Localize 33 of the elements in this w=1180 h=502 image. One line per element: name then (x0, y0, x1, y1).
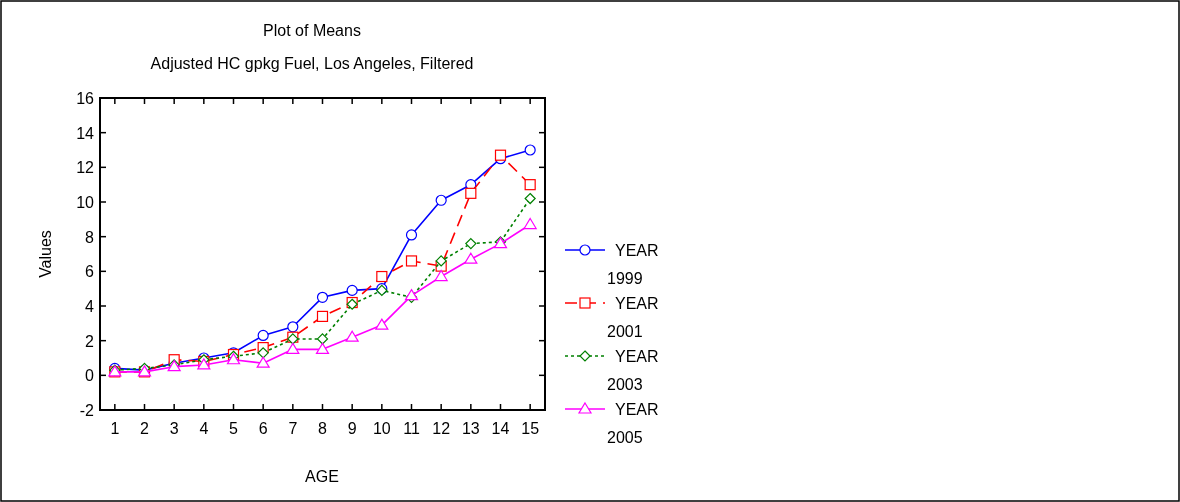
y-tick-label: 16 (76, 90, 95, 107)
x-tick-label: 7 (288, 420, 298, 437)
y-tick-label: 0 (85, 367, 95, 385)
x-tick-label: 6 (258, 420, 268, 437)
x-tick-label: 13 (461, 420, 480, 437)
y-tick-label: -2 (79, 402, 95, 419)
chart-subtitle: Adjusted HC gpkg Fuel, Los Angeles, Filtered (150, 55, 474, 72)
legend-label: YEAR 2001 (607, 295, 659, 340)
legend-label: YEAR 2005 (607, 401, 659, 446)
x-tick-label: 2 (140, 420, 150, 437)
x-tick-label: 3 (169, 420, 179, 437)
y-axis-title: Values (37, 230, 54, 278)
x-tick-label: 8 (318, 420, 328, 437)
legend-label: YEAR 1999 (607, 242, 659, 287)
chart-title: Plot of Means (263, 22, 361, 39)
x-tick-label: 4 (199, 420, 209, 437)
x-tick-label: 14 (491, 420, 510, 437)
y-tick-label: 6 (85, 263, 95, 281)
x-axis-title: AGE (305, 468, 339, 485)
x-tick-label: 12 (432, 420, 451, 437)
y-tick-label: 14 (76, 124, 95, 142)
y-tick-label: 2 (85, 332, 95, 350)
y-tick-label: 4 (85, 298, 95, 315)
legend-label: YEAR 2003 (607, 348, 659, 393)
x-tick-label: 11 (403, 420, 420, 437)
x-tick-label: 10 (372, 420, 391, 437)
y-tick-label: 12 (76, 159, 95, 177)
x-tick-label: 9 (347, 420, 357, 437)
y-tick-label: 10 (76, 194, 95, 211)
x-tick-label: 5 (229, 420, 239, 437)
x-tick-label: 1 (110, 420, 120, 437)
y-tick-label: 8 (85, 228, 95, 246)
x-tick-label: 15 (521, 420, 540, 437)
